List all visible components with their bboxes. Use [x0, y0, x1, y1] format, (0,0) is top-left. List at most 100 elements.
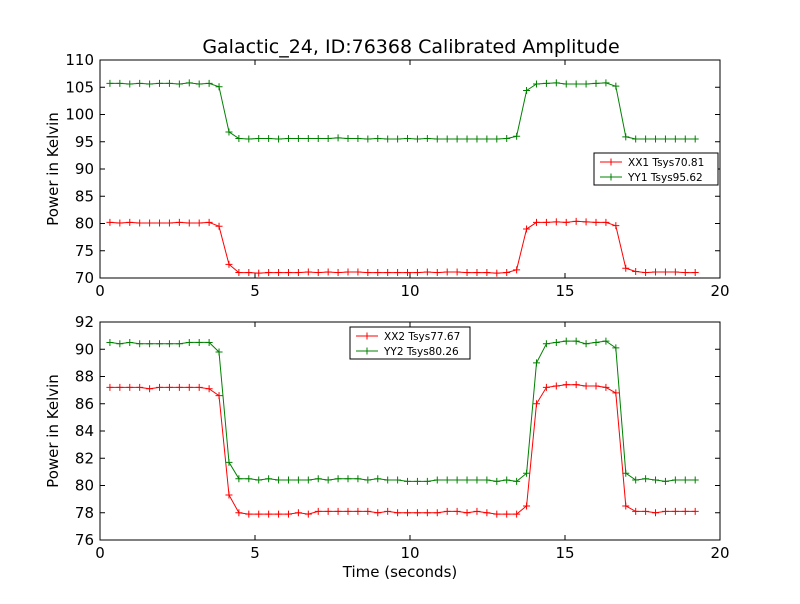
data-point — [344, 268, 352, 276]
data-point — [513, 477, 521, 485]
data-point — [463, 269, 471, 277]
data-point — [265, 510, 273, 518]
data-point — [185, 383, 193, 391]
data-point — [265, 475, 273, 483]
data-point — [235, 509, 243, 517]
data-point — [513, 266, 521, 274]
data-point — [205, 218, 213, 226]
data-point — [612, 222, 620, 230]
data-point — [334, 269, 342, 277]
data-point — [473, 135, 481, 143]
data-point — [294, 509, 302, 517]
data-point — [473, 507, 481, 515]
data-point — [423, 134, 431, 142]
data-point — [205, 338, 213, 346]
data-point — [523, 225, 531, 233]
legend-swatch-marker — [607, 173, 615, 181]
data-point — [523, 502, 531, 510]
data-point — [572, 217, 580, 225]
data-point — [652, 135, 660, 143]
data-point — [185, 79, 193, 87]
data-point — [215, 222, 223, 230]
legend-label: XX2 Tsys77.67 — [384, 331, 460, 343]
data-point — [463, 509, 471, 517]
legend-label: XX1 Tsys70.81 — [628, 157, 704, 169]
data-point — [215, 392, 223, 400]
data-point — [215, 348, 223, 356]
data-point — [255, 269, 263, 277]
data-point — [165, 383, 173, 391]
data-point — [423, 509, 431, 517]
subplot-1: 0 5 10 15 20 70 75 80 85 90 95 100 105 110 Power in Ke… — [44, 51, 730, 300]
data-point — [225, 458, 233, 466]
data-point — [106, 338, 114, 346]
data-point — [195, 80, 203, 88]
data-point — [532, 218, 540, 226]
data-point — [136, 79, 144, 87]
series-2 — [106, 337, 699, 485]
data-point — [324, 476, 332, 484]
data-point — [165, 340, 173, 348]
y-tick-label: 92 — [75, 313, 94, 331]
data-point — [463, 135, 471, 143]
data-point — [443, 507, 451, 515]
data-point — [552, 79, 560, 87]
data-point — [632, 476, 640, 484]
y-tick-label: 110 — [65, 51, 94, 69]
data-point — [146, 219, 154, 227]
data-point — [394, 509, 402, 517]
data-point — [493, 135, 501, 143]
data-point — [443, 476, 451, 484]
data-point — [294, 476, 302, 484]
data-point — [156, 219, 164, 227]
data-point — [592, 218, 600, 226]
data-point — [146, 385, 154, 393]
data-point — [384, 269, 392, 277]
data-point — [106, 218, 114, 226]
data-point — [562, 218, 570, 226]
data-point — [344, 134, 352, 142]
data-point — [126, 80, 134, 88]
data-point — [364, 269, 372, 277]
data-point — [364, 135, 372, 143]
data-point — [562, 337, 570, 345]
x-tick-label: 5 — [250, 544, 260, 562]
data-point — [394, 135, 402, 143]
data-point — [582, 80, 590, 88]
data-point — [255, 510, 263, 518]
data-point — [483, 476, 491, 484]
data-point — [483, 509, 491, 517]
data-point — [453, 135, 461, 143]
data-point — [374, 269, 382, 277]
data-point — [483, 135, 491, 143]
data-point — [284, 510, 292, 518]
data-point — [354, 134, 362, 142]
x-tick-label: 20 — [710, 544, 729, 562]
data-point — [562, 381, 570, 389]
data-point — [493, 477, 501, 485]
y-axis-label: Power in Kelvin — [44, 112, 62, 226]
data-point — [572, 337, 580, 345]
data-point — [453, 476, 461, 484]
data-point — [146, 80, 154, 88]
data-point — [334, 134, 342, 142]
data-point — [691, 135, 699, 143]
data-point — [413, 509, 421, 517]
data-point — [513, 510, 521, 518]
data-point — [354, 507, 362, 515]
data-point — [294, 134, 302, 142]
data-point — [156, 79, 164, 87]
legend-label: YY1 Tsys95.62 — [627, 172, 703, 184]
subplot-2: 0 5 10 15 20 76 78 80 82 84 86 88 90 92 Power in Kelvi… — [44, 313, 730, 581]
data-point — [294, 269, 302, 277]
legend-swatch-marker — [363, 347, 371, 355]
data-point — [532, 80, 540, 88]
x-tick-label: 15 — [555, 282, 574, 300]
data-point — [542, 383, 550, 391]
legend: XX2 Tsys77.67 YY2 Tsys80.26 — [349, 326, 471, 360]
data-point — [255, 476, 263, 484]
data-point — [453, 268, 461, 276]
data-point — [572, 381, 580, 389]
data-point — [116, 79, 124, 87]
